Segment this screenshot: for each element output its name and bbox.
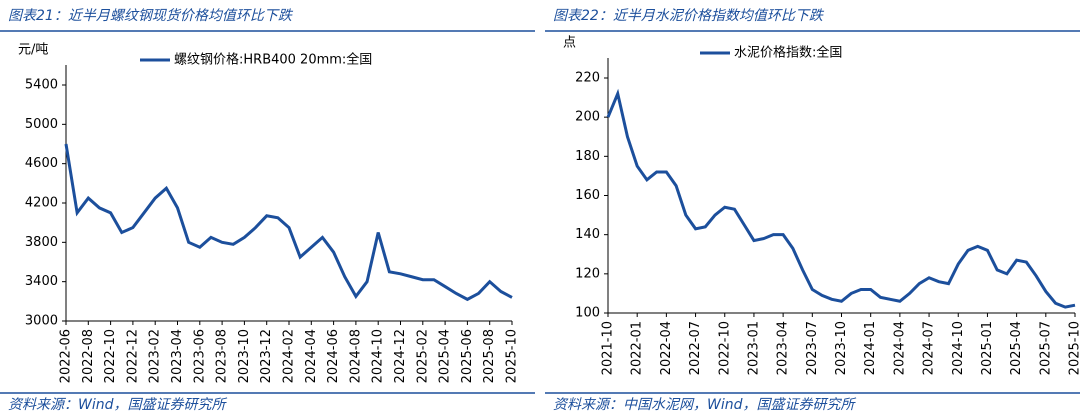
x-tick-label: 2024-10 bbox=[951, 321, 966, 375]
x-tick-label: 2022-10 bbox=[103, 329, 118, 383]
y-tick-label: 3400 bbox=[25, 274, 58, 289]
x-tick-label: 2024-01 bbox=[863, 321, 878, 375]
y-tick-label: 5000 bbox=[25, 117, 58, 132]
y-tick-label: 3000 bbox=[25, 314, 58, 329]
x-tick-label: 2023-04 bbox=[776, 321, 791, 375]
x-tick-label: 2022-06 bbox=[59, 329, 74, 383]
source: 资料来源：中国水泥网，Wind，国盛证券研究所 bbox=[553, 397, 856, 413]
x-tick-label: 2023-07 bbox=[805, 321, 820, 375]
x-tick-label: 2024-12 bbox=[393, 329, 408, 383]
y-tick-label: 3800 bbox=[25, 235, 58, 250]
y-tick-label: 180 bbox=[575, 149, 600, 164]
x-tick-label: 2022-10 bbox=[717, 321, 732, 375]
y-unit: 元/吨 bbox=[18, 43, 48, 58]
x-tick-label: 2025-01 bbox=[980, 321, 995, 375]
x-tick-label: 2025-06 bbox=[460, 329, 475, 383]
x-tick-label: 2025-04 bbox=[438, 329, 453, 383]
title: 图表21：近半月螺纹钢现货价格均值环比下跌 bbox=[8, 8, 294, 24]
x-tick-label: 2023-10 bbox=[237, 329, 252, 383]
x-tick-label: 2025-07 bbox=[1038, 321, 1053, 375]
y-tick-label: 4600 bbox=[25, 156, 58, 171]
y-tick-label: 140 bbox=[575, 227, 600, 242]
x-tick-label: 2024-06 bbox=[326, 329, 341, 383]
y-tick-label: 220 bbox=[575, 71, 600, 86]
x-tick-label: 2024-07 bbox=[922, 321, 937, 375]
title: 图表22：近半月水泥价格指数均值环比下跌 bbox=[553, 8, 825, 24]
x-tick-label: 2023-08 bbox=[215, 329, 230, 383]
x-tick-label: 2022-08 bbox=[81, 329, 96, 383]
x-tick-label: 2024-04 bbox=[892, 321, 907, 375]
y-unit: 点 bbox=[563, 36, 576, 51]
x-tick-label: 2025-04 bbox=[1009, 321, 1024, 375]
x-tick-label: 2023-04 bbox=[170, 329, 185, 383]
x-tick-label: 2023-12 bbox=[259, 329, 274, 383]
x-tick-label: 2025-10 bbox=[505, 329, 520, 383]
x-tick-label: 2023-01 bbox=[746, 321, 761, 375]
x-tick-label: 2024-04 bbox=[304, 329, 319, 383]
x-tick-label: 2022-04 bbox=[659, 321, 674, 375]
y-tick-label: 120 bbox=[575, 266, 600, 281]
y-tick-label: 160 bbox=[575, 188, 600, 203]
y-tick-label: 5400 bbox=[25, 78, 58, 93]
x-tick-label: 2024-10 bbox=[371, 329, 386, 383]
legend-label: 水泥价格指数:全国 bbox=[734, 45, 842, 61]
x-tick-label: 2025-08 bbox=[482, 329, 497, 383]
x-tick-label: 2022-07 bbox=[688, 321, 703, 375]
x-tick-label: 2024-02 bbox=[282, 329, 297, 383]
data-line bbox=[606, 88, 1076, 309]
x-tick-label: 2025-10 bbox=[1068, 321, 1080, 375]
x-tick-label: 2024-08 bbox=[348, 329, 363, 383]
x-tick-label: 2021-10 bbox=[601, 321, 616, 375]
source: 资料来源：Wind，国盛证券研究所 bbox=[8, 397, 227, 413]
x-tick-label: 2025-02 bbox=[415, 329, 430, 383]
x-tick-label: 2023-10 bbox=[834, 321, 849, 375]
legend-label: 螺纹钢价格:HRB400 20mm:全国 bbox=[174, 52, 372, 68]
y-tick-label: 100 bbox=[575, 306, 600, 321]
x-tick-label: 2022-01 bbox=[630, 321, 645, 375]
y-tick-label: 4200 bbox=[25, 196, 58, 211]
x-tick-label: 2022-12 bbox=[125, 329, 140, 383]
y-tick-label: 200 bbox=[575, 110, 600, 125]
x-tick-label: 2023-02 bbox=[148, 329, 163, 383]
x-tick-label: 2023-06 bbox=[192, 329, 207, 383]
data-line bbox=[64, 143, 513, 302]
